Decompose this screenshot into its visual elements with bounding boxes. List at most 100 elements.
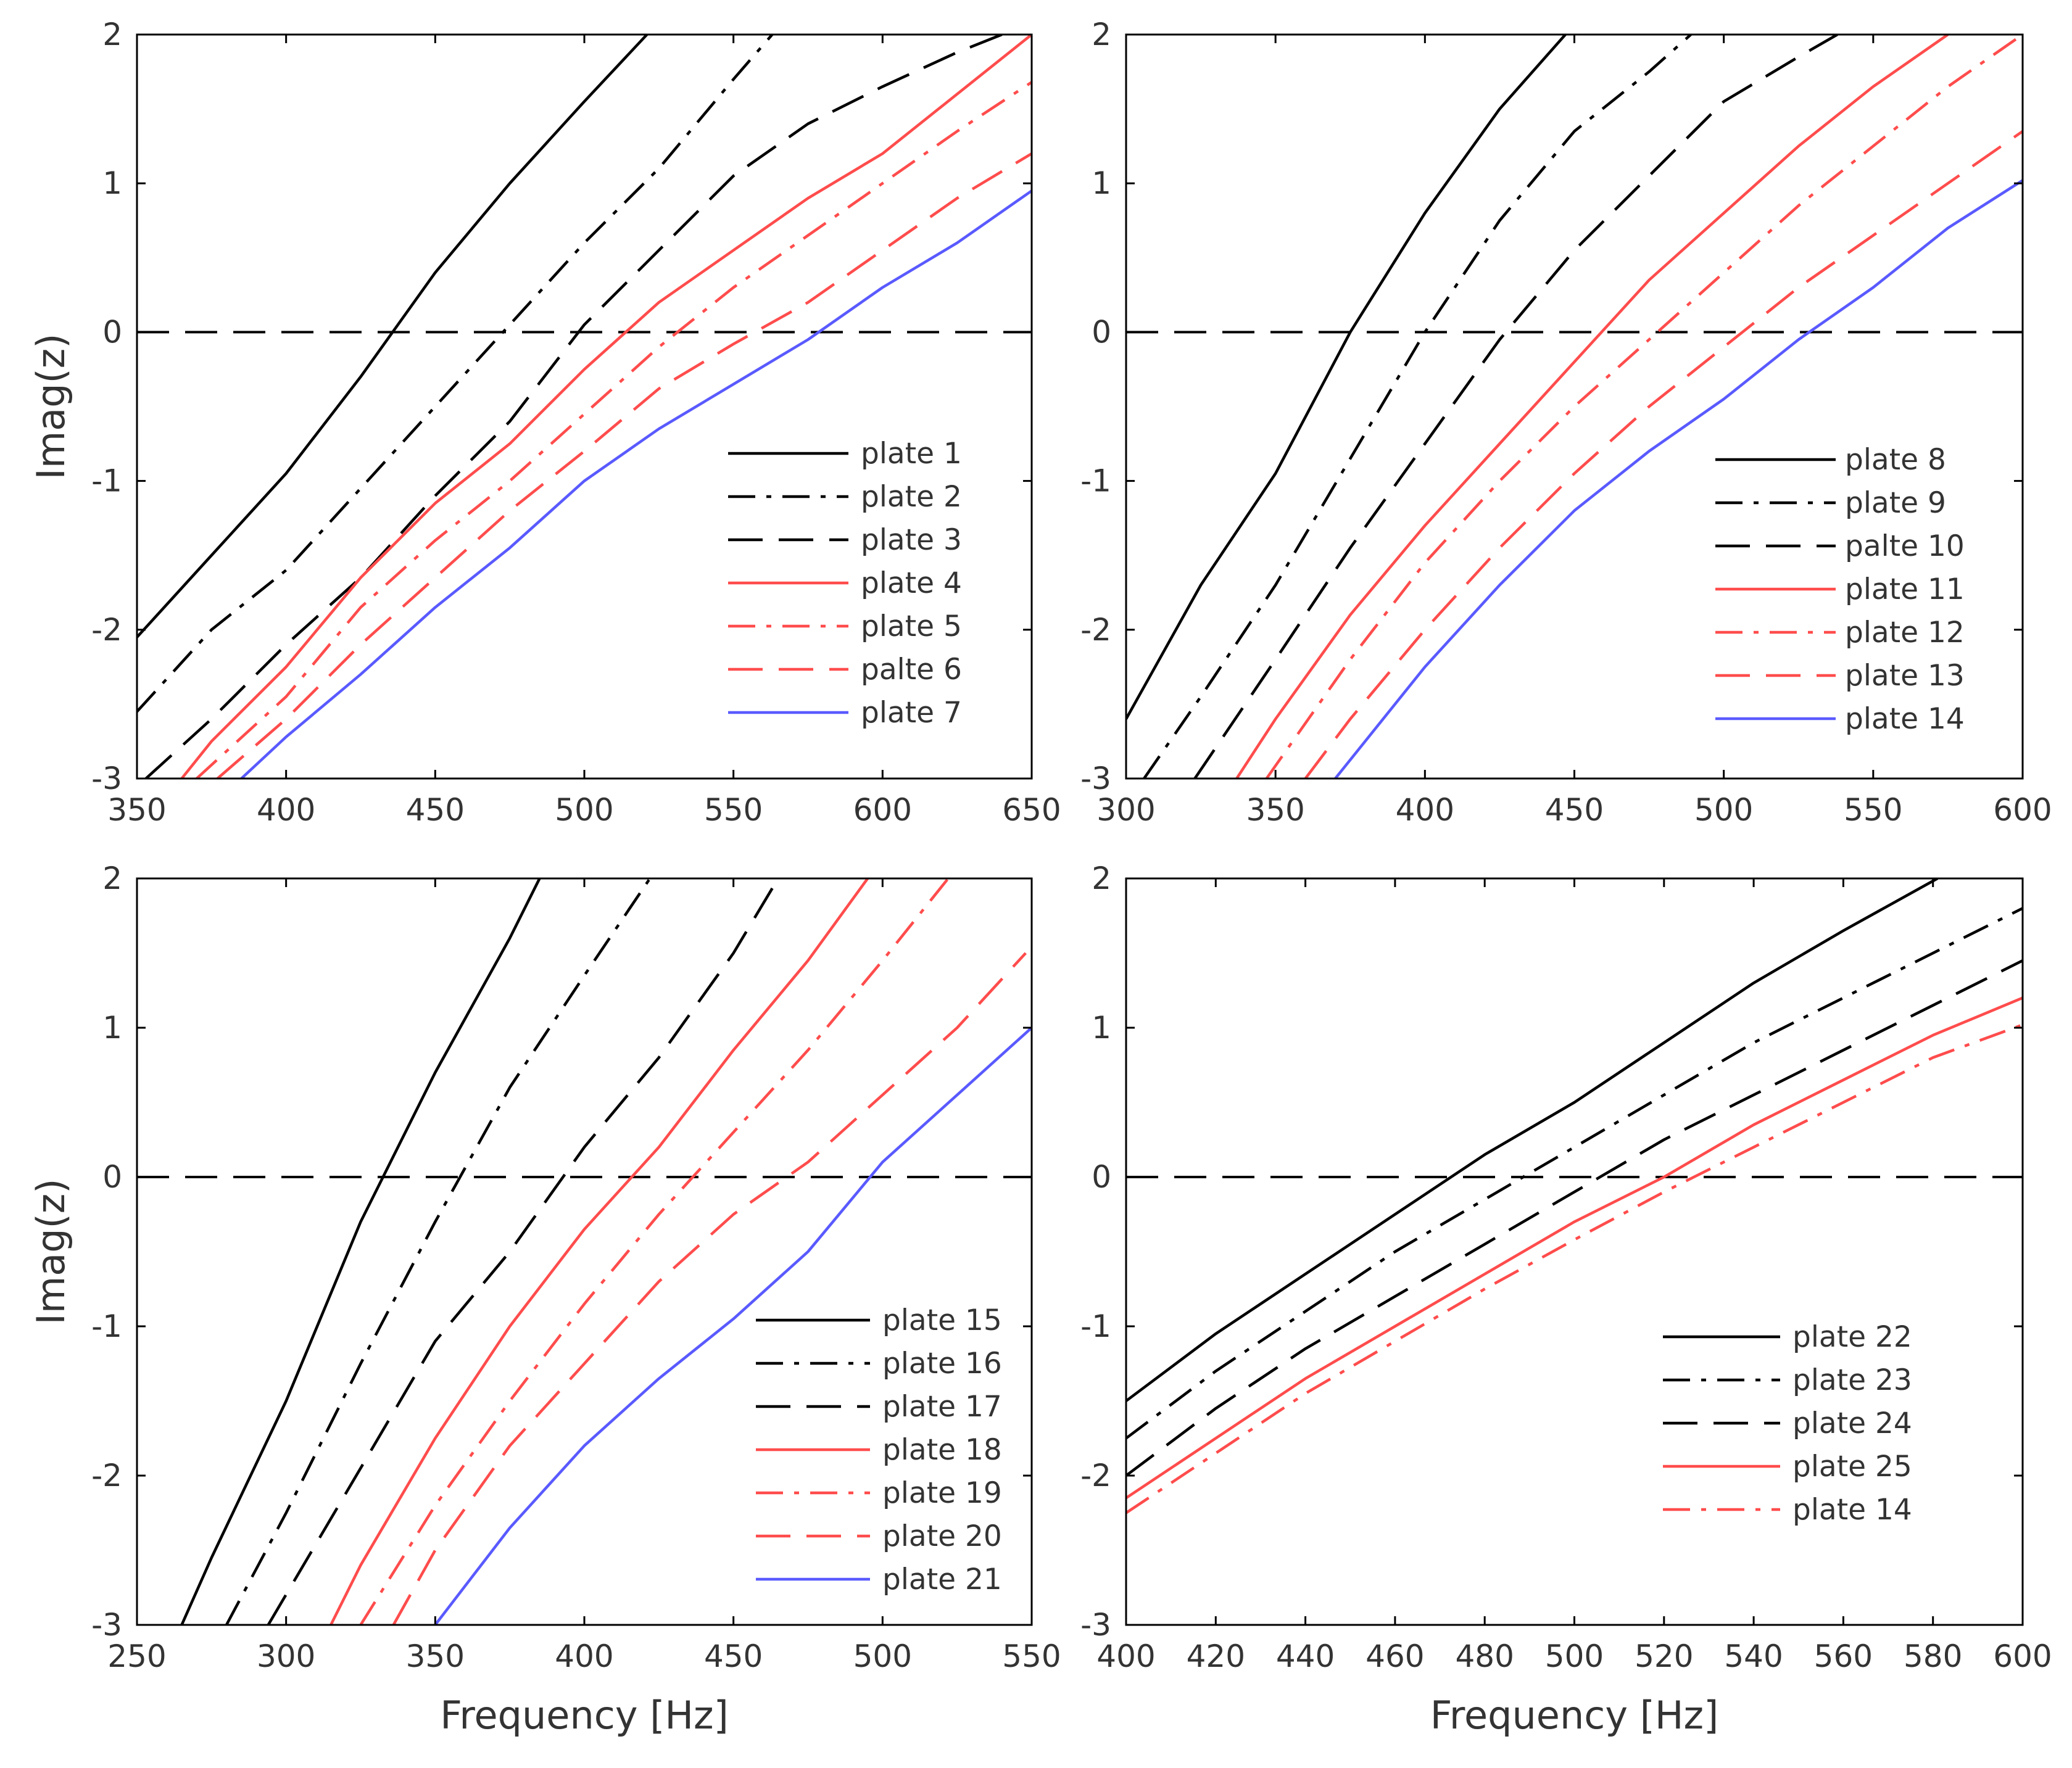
series-line-plate-8 (1126, 35, 1567, 720)
x-tick-label: 450 (406, 792, 465, 828)
legend-label: palte 10 (1845, 529, 1965, 563)
x-tick-label: 550 (1002, 1638, 1061, 1674)
x-axis-label: Frequency [Hz] (440, 1693, 729, 1738)
y-tick-label: -3 (1080, 1607, 1111, 1643)
y-axis-label: Imag(z) (28, 1179, 73, 1325)
legend-label: plate 5 (861, 609, 962, 643)
x-tick-label: 250 (107, 1638, 166, 1674)
legend-label: plate 9 (1845, 486, 1946, 520)
x-tick-label: 600 (853, 792, 912, 828)
legend-label: plate 15 (882, 1303, 1002, 1337)
x-tick-label: 350 (406, 1638, 465, 1674)
series-line-palte-6 (217, 152, 1032, 779)
legend-label: plate 24 (1792, 1407, 1912, 1440)
y-tick-label: -1 (1080, 1308, 1111, 1344)
y-tick-label: 2 (1092, 861, 1111, 896)
series-line-palte-10 (1193, 35, 1838, 779)
series-line-plate-19 (359, 878, 950, 1625)
x-tick-label: 480 (1455, 1638, 1514, 1674)
legend-label: plate 16 (882, 1347, 1002, 1381)
y-tick-label: 0 (1092, 1159, 1111, 1195)
y-tick-label: -2 (1080, 1458, 1111, 1493)
series-line-plate-25 (1126, 996, 2023, 1500)
series-line-plate-4 (180, 35, 1032, 779)
legend-label: plate 3 (861, 523, 962, 557)
x-tick-label: 580 (1904, 1638, 1962, 1674)
y-tick-label: -1 (91, 1308, 122, 1344)
series-line-plate-12 (1265, 35, 2023, 779)
legend: plate 1 plate 2 plate 3 plate 4 plate 5 palte… (728, 437, 962, 730)
chart-panel-1: -3 -2 -1 0 1 2 350 400 450 500 550 600 650 Imag(z) pla… (28, 17, 1061, 828)
legend-label: plate 11 (1845, 572, 1965, 606)
x-tick-label: 400 (1096, 1638, 1155, 1674)
x-tick-label: 300 (257, 1638, 315, 1674)
x-tick-label: 560 (1814, 1638, 1873, 1674)
legend-label: plate 22 (1792, 1320, 1912, 1354)
y-tick-label: 2 (102, 861, 122, 896)
x-tick-label: 420 (1187, 1638, 1245, 1674)
legend-label: plate 7 (861, 696, 962, 730)
legend: plate 15 plate 16 plate 17 plate 18 plate 19… (756, 1303, 1002, 1597)
x-tick-label: 440 (1276, 1638, 1335, 1674)
series-line-plate-9 (1143, 35, 1692, 779)
series-line-plate-14 (1334, 179, 2023, 779)
legend-label: plate 1 (861, 437, 962, 471)
x-tick-label: 460 (1365, 1638, 1424, 1674)
series-line-plate-14 (1126, 1023, 2023, 1514)
legend-label: plate 18 (882, 1433, 1002, 1467)
chart-panel-4: -3 -2 -1 0 1 2 400 420 440 460 480 500 520 540 560 580 6… (1080, 861, 2052, 1738)
legend-label: plate 14 (1792, 1493, 1912, 1527)
y-tick-label: -1 (91, 463, 122, 499)
legend: plate 8 plate 9 palte 10 plate 11 plate 12 pl… (1715, 443, 1965, 736)
y-tick-label: -2 (1080, 612, 1111, 648)
legend-label: plate 2 (861, 480, 962, 514)
legend-label: plate 8 (1845, 443, 1946, 477)
x-tick-label: 520 (1635, 1638, 1693, 1674)
y-tick-label: -2 (91, 1458, 122, 1493)
legend-label: plate 17 (882, 1390, 1002, 1424)
x-tick-label: 400 (555, 1638, 613, 1674)
series-line-plate-24 (1126, 959, 2023, 1477)
x-tick-label: 400 (1396, 792, 1454, 828)
series-line-plate-3 (144, 35, 1003, 779)
legend-label: plate 23 (1792, 1363, 1912, 1397)
legend-label: plate 20 (882, 1519, 1002, 1553)
x-tick-label: 500 (1545, 1638, 1604, 1674)
x-tick-label: 300 (1096, 792, 1155, 828)
series-line-plate-23 (1126, 907, 2023, 1440)
x-tick-label: 550 (704, 792, 763, 828)
x-tick-label: 600 (1993, 1638, 2052, 1674)
x-tick-label: 650 (1002, 792, 1061, 828)
legend-label: plate 4 (861, 566, 962, 600)
x-tick-label: 450 (1545, 792, 1604, 828)
x-tick-label: 540 (1724, 1638, 1783, 1674)
x-tick-label: 400 (257, 792, 315, 828)
x-tick-label: 550 (1844, 792, 1902, 828)
legend-label: plate 13 (1845, 659, 1965, 693)
series-line-plate-18 (329, 878, 869, 1625)
x-tick-label: 600 (1993, 792, 2052, 828)
x-tick-label: 450 (704, 1638, 763, 1674)
y-tick-label: -3 (1080, 761, 1111, 796)
series-line-plate-20 (392, 952, 1027, 1625)
x-tick-label: 350 (1246, 792, 1304, 828)
y-tick-label: 1 (1092, 165, 1111, 201)
y-tick-label: -1 (1080, 463, 1111, 499)
y-tick-label: 2 (102, 17, 122, 52)
series-line-plate-5 (196, 81, 1032, 779)
y-tick-label: 0 (102, 1159, 122, 1195)
series-line-plate-2 (137, 35, 774, 713)
series-line-plate-7 (240, 189, 1032, 779)
legend-label: plate 19 (882, 1476, 1002, 1510)
series-line-plate-13 (1304, 130, 2023, 779)
legend-label: plate 14 (1845, 702, 1965, 736)
chart-panel-3: -3 -2 -1 0 1 2 250 300 350 400 450 500 550 Imag(z) Fre… (28, 861, 1061, 1738)
x-tick-label: 350 (107, 792, 166, 828)
x-tick-label: 500 (1694, 792, 1753, 828)
y-tick-label: 0 (102, 314, 122, 350)
y-tick-label: 2 (1092, 17, 1111, 52)
series-line-plate-21 (434, 1027, 1032, 1625)
x-tick-label: 500 (555, 792, 613, 828)
y-axis-label: Imag(z) (28, 334, 73, 480)
